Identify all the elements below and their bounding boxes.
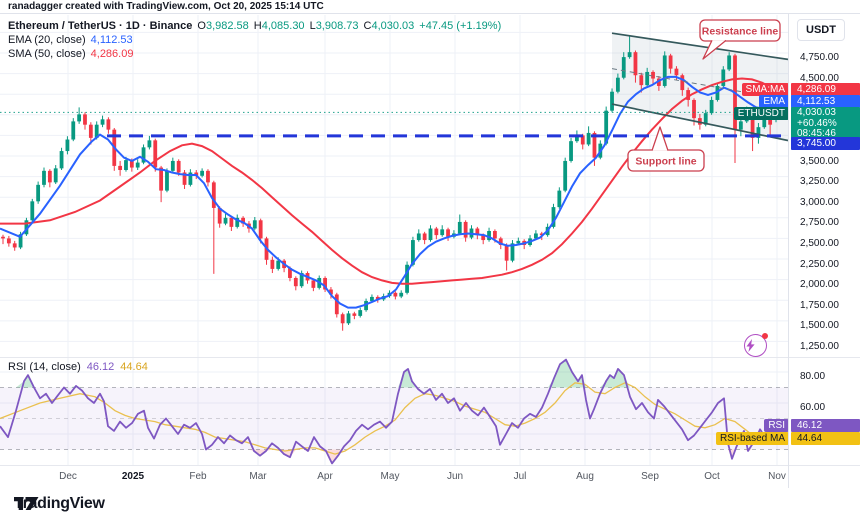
open-value: 3,982.58 [205, 20, 249, 32]
time-tick: Oct [704, 471, 720, 482]
rsi-axis-label: RSI 46.12 [764, 419, 860, 432]
sma-legend-row[interactable]: SMA (50, close) 4,286.09 [8, 48, 501, 61]
support-callout[interactable]: Support line [627, 126, 705, 172]
notification-dot [762, 333, 768, 339]
price-tick: 1,750.00 [800, 299, 839, 311]
rsi-label: RSI (14, close) [8, 361, 81, 373]
rsi-tick: 80.00 [800, 371, 826, 383]
sma50-line [0, 77, 777, 285]
rsi-value: 46.12 [86, 361, 115, 373]
price-tick: 2,000.00 [800, 279, 839, 291]
tradingview-footer[interactable]: TradingView [14, 495, 105, 513]
time-tick: Nov [768, 471, 786, 482]
pane-separator[interactable] [0, 357, 860, 358]
channel-top-line [611, 32, 788, 61]
rsi-ma-axis-value: 44.64 [791, 432, 860, 445]
sma-label: SMA (50, close) [8, 48, 86, 60]
symbol-legend: Ethereum / TetherUS · 1D · Binance O3,98… [8, 20, 501, 62]
last-price-box: 4,030.03 +60.46% 08:45:46 [791, 107, 860, 142]
ema-value: 4,112.53 [90, 34, 133, 46]
price-tick: 3,250.00 [800, 176, 839, 188]
lightning-bolt-icon [746, 339, 755, 352]
price-tick: 4,750.00 [800, 52, 839, 64]
ema-axis-value: 4,112.53 [791, 95, 860, 108]
ema20-line [0, 75, 777, 309]
price-tick: 2,250.00 [800, 258, 839, 270]
resistance-callout[interactable]: Resistance line [699, 19, 781, 60]
bar-countdown: 08:45:46 [797, 128, 836, 139]
currency-toggle-button[interactable]: USDT [797, 19, 845, 41]
price-tick: 1,500.00 [800, 320, 839, 332]
rsi-tag: RSI [764, 419, 789, 432]
support-axis-value: 3,745.00 [791, 137, 860, 150]
rsi-line [0, 358, 777, 465]
price-tick: 3,000.00 [800, 196, 839, 208]
svg-text:Support line: Support line [635, 156, 696, 168]
price-axis[interactable]: USDT 4,750.00 4,500.00 3,500.00 3,250.00 3,0… [789, 14, 860, 465]
time-axis-separator [0, 465, 860, 466]
ema-legend-row[interactable]: EMA (20, close) 4,112.53 [8, 34, 501, 47]
symbol-tag: ETHUSDT [733, 107, 789, 120]
rsi-ma-line [0, 382, 777, 455]
symbol-price-label: ETHUSDT 4,030.03 +60.46% 08:45:46 [733, 107, 860, 142]
price-tick: 1,250.00 [800, 340, 839, 352]
time-tick: Jul [513, 471, 527, 482]
low-value: 3,908.73 [315, 20, 359, 32]
price-axis-border [788, 14, 789, 488]
price-tick: 2,500.00 [800, 237, 839, 249]
time-tick: May [380, 471, 400, 482]
rsi-band [0, 387, 788, 450]
rsi-axis-value: 46.12 [791, 419, 860, 432]
price-tick: 4,500.00 [800, 73, 839, 85]
last-price: 4,030.03 [797, 107, 836, 118]
time-axis[interactable]: Dec 2025 Feb Mar Apr May Jun Jul Aug Sep Oct Nov [0, 466, 788, 488]
close-value: 4,030.03 [371, 20, 415, 32]
price-change-percent: +60.46% [797, 117, 837, 129]
sma-price-label: SMA:MA 4,286.09 [741, 83, 860, 96]
svg-text:Resistance line: Resistance line [702, 26, 779, 38]
time-tick: Mar [249, 471, 267, 482]
price-tick: 2,750.00 [800, 217, 839, 229]
attribution-text: ranadagger created with TradingView.com,… [8, 1, 324, 12]
ema-tag: EMA [759, 95, 789, 108]
time-tick: Aug [576, 471, 594, 482]
sma-value: 4,286.09 [90, 48, 134, 60]
time-tick: Feb [189, 471, 207, 482]
rsi-ma-axis-label: RSI-based MA 44.64 [715, 432, 860, 445]
ohlc-row[interactable]: Ethereum / TetherUS · 1D · Binance O3,98… [8, 20, 502, 32]
ema-label: EMA (20, close) [8, 34, 86, 46]
time-tick: 2025 [121, 471, 145, 482]
rsi-oversold-fill [0, 449, 776, 464]
symbol-title: Ethereum / TetherUS · 1D · Binance [8, 20, 193, 32]
rsi-tick: 60.00 [800, 402, 826, 414]
change-value: +47.45 (+1.19%) [419, 20, 502, 32]
sma-axis-value: 4,286.09 [791, 83, 860, 96]
rsi-ma-value: 44.64 [120, 361, 148, 373]
time-tick: Jun [446, 471, 464, 482]
rsi-legend-row[interactable]: RSI (14, close) 46.12 44.64 [8, 361, 148, 373]
tradingview-logo-icon [14, 497, 39, 510]
sma-tag: SMA:MA [741, 83, 789, 96]
time-tick: Apr [317, 471, 333, 482]
chart-area: Resistance line Support line Ethereum / T… [0, 13, 860, 488]
ema-price-label: EMA 4,112.53 [759, 95, 860, 108]
ideas-stream-icon[interactable] [744, 333, 768, 357]
time-tick: Dec [59, 471, 77, 482]
rsi-ma-tag: RSI-based MA [715, 432, 789, 445]
rsi-pane[interactable] [0, 358, 788, 465]
time-tick: Sep [641, 471, 659, 482]
main-price-pane[interactable]: Resistance line Support line [0, 15, 788, 357]
high-value: 4,085.30 [261, 20, 305, 32]
support-price-label: 3,745.00 [791, 137, 860, 150]
price-tick: 3,500.00 [800, 155, 839, 167]
